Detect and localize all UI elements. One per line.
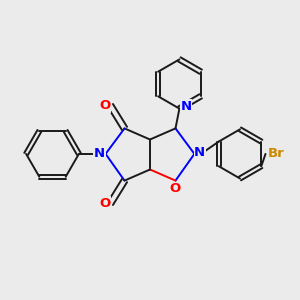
Text: O: O: [99, 197, 111, 210]
Text: N: N: [194, 146, 206, 160]
Text: Br: Br: [268, 147, 285, 161]
Text: N: N: [180, 100, 192, 113]
Text: O: O: [99, 99, 111, 112]
Text: N: N: [94, 147, 105, 161]
Text: O: O: [170, 182, 181, 196]
